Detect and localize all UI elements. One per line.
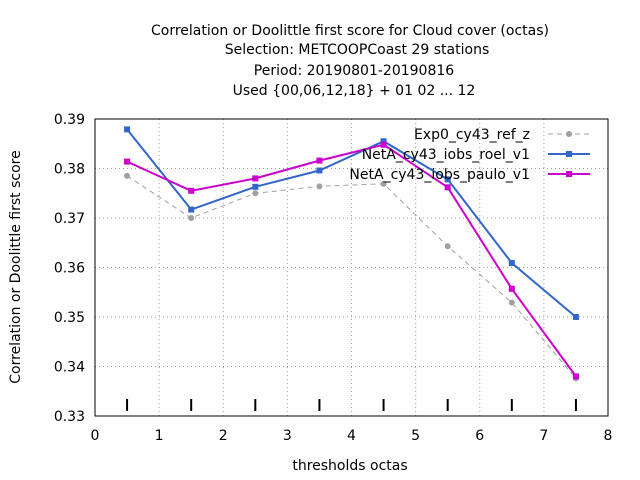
x-tick-label: 1: [155, 428, 164, 444]
data-point: [380, 138, 387, 145]
data-point: [316, 167, 323, 174]
legend-label: NetA_cy43_iobs_roel_v1: [362, 147, 530, 163]
legend-marker: [566, 151, 572, 157]
y-tick-label: 0.33: [54, 409, 85, 425]
y-tick-labels: 0.33 0.34 0.35 0.36 0.37 0.38 0.39: [54, 112, 85, 425]
x-axis-label: thresholds octas: [292, 458, 407, 474]
series-line: [126, 175, 577, 379]
series-1: [124, 172, 579, 382]
data-point: [380, 180, 387, 187]
x-tick-label: 7: [539, 428, 548, 444]
title-line-1: Correlation or Doolittle first score for…: [151, 23, 549, 39]
series-layer: [124, 126, 579, 382]
data-point: [508, 299, 515, 306]
legend-label: NetA_cy43_iobs_paulo_v1: [349, 167, 530, 183]
data-point: [316, 157, 323, 164]
data-point: [380, 141, 387, 148]
y-tick-label: 0.39: [54, 112, 85, 128]
y-tick-label: 0.35: [54, 310, 85, 326]
x-tick-label: 6: [475, 428, 484, 444]
legend-label: Exp0_cy43_ref_z: [414, 127, 530, 143]
data-point: [508, 260, 515, 267]
data-point: [572, 314, 579, 320]
plot-frame: [94, 118, 609, 417]
data-point: [188, 206, 195, 213]
title-line-4: Used {00,06,12,18} + 01 02 ... 12: [233, 83, 476, 99]
data-point: [444, 243, 451, 250]
series-line: [126, 143, 577, 377]
x-tick-label: 3: [283, 428, 292, 444]
data-point: [188, 215, 195, 221]
series-3: [124, 141, 579, 380]
data-point: [252, 183, 259, 190]
data-point: [316, 183, 323, 190]
legend-item-2: NetA_cy43_iobs_roel_v1: [362, 147, 590, 163]
data-point: [444, 176, 451, 183]
y-tick-label: 0.34: [54, 360, 85, 376]
data-point: [124, 172, 131, 179]
y-tick-label: 0.38: [54, 162, 85, 178]
title-line-2: Selection: METCOOPCoast 29 stations: [225, 42, 490, 58]
data-point: [572, 373, 579, 380]
title-line-3: Period: 20190801-20190816: [254, 63, 454, 79]
x-tick-label: 8: [604, 428, 613, 444]
x-tick-label: 0: [91, 428, 100, 444]
series-2: [124, 126, 579, 320]
data-point: [124, 126, 131, 133]
x-tick-label: 5: [411, 428, 420, 444]
x-tick-label: 2: [219, 428, 228, 444]
data-point: [508, 285, 515, 292]
y-axis-label: Correlation or Doolittle first score: [8, 150, 24, 383]
y-tick-label: 0.36: [54, 261, 85, 277]
legend-item-1: Exp0_cy43_ref_z: [414, 127, 590, 143]
x-tick-labels: 0 1 2 3 4 5 6 7 8: [91, 428, 613, 444]
data-point: [252, 175, 259, 182]
data-point: [188, 187, 195, 194]
legend-item-3: NetA_cy43_iobs_paulo_v1: [349, 167, 590, 183]
series-line: [126, 128, 577, 318]
grid: [95, 119, 608, 416]
data-point: [124, 158, 131, 165]
legend-marker: [566, 131, 572, 137]
data-point: [252, 190, 259, 197]
legend: Exp0_cy43_ref_z NetA_cy43_iobs_roel_v1 Net…: [349, 127, 590, 183]
x-tick-marks: [126, 399, 577, 411]
y-tick-label: 0.37: [54, 211, 85, 227]
x-tick-label: 4: [347, 428, 356, 444]
data-point: [444, 184, 451, 191]
chart-title: Correlation or Doolittle first score for…: [151, 23, 549, 99]
legend-marker: [566, 171, 572, 177]
